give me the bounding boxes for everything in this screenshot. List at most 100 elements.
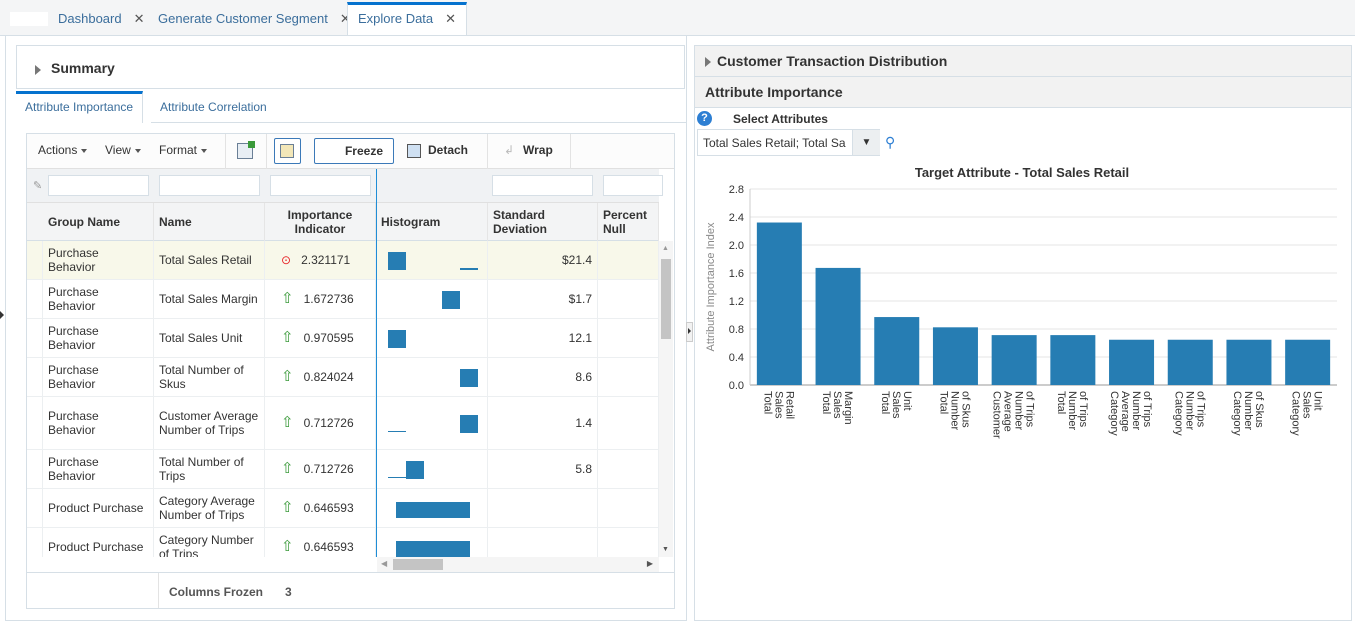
group-name-cell: Product Purchase	[43, 528, 154, 557]
table-row[interactable]: Product Purchase Category Average Number …	[27, 489, 659, 528]
table-row[interactable]: Product Purchase Category Number of Trips…	[27, 528, 659, 557]
column-header-group-name[interactable]: Group Name	[43, 203, 154, 241]
view-menu[interactable]: View	[105, 143, 141, 157]
tab-attribute-importance[interactable]: Attribute Importance	[16, 91, 144, 123]
clear-filter-icon[interactable]: ✎	[33, 180, 43, 192]
filter-percent-null-input[interactable]	[603, 175, 663, 196]
actions-menu[interactable]: Actions	[38, 143, 88, 157]
x-tick-label-line: Total	[1055, 391, 1067, 414]
table-row[interactable]: Purchase Behavior Total Sales Unit ⇧ 0.9705…	[27, 319, 659, 358]
column-header-std-dev[interactable]: Standard Deviation	[488, 203, 598, 241]
format-menu[interactable]: Format	[159, 143, 208, 157]
x-tick-label-line: Number	[1130, 391, 1142, 430]
help-icon[interactable]: ?	[697, 111, 712, 126]
histogram-cell	[376, 319, 488, 357]
x-tick-label-line: Total	[879, 391, 891, 414]
summary-section[interactable]: Summary	[16, 45, 685, 89]
importance-value: 1.672736	[303, 292, 354, 306]
bar	[991, 335, 1037, 385]
group-name-cell: Purchase Behavior	[43, 397, 154, 449]
bar	[1226, 339, 1272, 385]
row-gutter[interactable]	[27, 450, 43, 488]
column-header-histogram[interactable]: Histogram	[376, 203, 488, 241]
row-gutter[interactable]	[27, 241, 43, 279]
x-tick-label-line: Number	[1183, 391, 1195, 430]
x-tick-label-line: of Skus	[1253, 391, 1265, 428]
table-toolbar: Actions View Format Freeze Detach ↲ Wrap	[27, 134, 674, 169]
filter-group-name-input[interactable]	[48, 175, 149, 196]
columns-frozen-value: 3	[285, 585, 292, 599]
x-tick-label-line: of Trips	[1194, 391, 1206, 428]
percent-null-cell	[598, 280, 659, 318]
importance-value: 0.970595	[303, 331, 354, 345]
section-title: Customer Transaction Distribution	[717, 53, 948, 69]
table-row[interactable]: Purchase Behavior Customer Average Number…	[27, 397, 659, 450]
scroll-thumb[interactable]	[393, 559, 443, 570]
wrap-button[interactable]: Wrap	[523, 143, 553, 157]
expand-triangle-icon[interactable]	[35, 64, 41, 75]
arrow-up-icon: ⇧	[281, 368, 294, 385]
scroll-thumb[interactable]	[661, 259, 671, 339]
search-icon[interactable]: ⚲	[885, 134, 896, 150]
importance-cell: ⇧ 0.712726	[265, 450, 376, 488]
logo-placeholder	[10, 12, 48, 26]
select-attributes-dropdown[interactable]: Total Sales Retail; Total Sa ▼	[697, 129, 880, 156]
std-dev-cell	[488, 489, 598, 527]
row-gutter[interactable]	[27, 319, 43, 357]
table-row[interactable]: Purchase Behavior Total Sales Margin ⇧ 1.67…	[27, 280, 659, 319]
row-gutter[interactable]	[27, 358, 43, 396]
name-cell: Total Number of Skus	[154, 358, 265, 396]
x-tick-label-line: Number	[1066, 391, 1078, 430]
chart-title: Target Attribute - Total Sales Retail	[915, 165, 1129, 180]
filter-name-input[interactable]	[159, 175, 260, 196]
y-tick-label: 2.0	[729, 240, 744, 252]
histogram-bar	[388, 476, 406, 479]
x-tick-label-line: Sales	[831, 391, 843, 419]
column-header-importance[interactable]: Importance Indicator	[265, 203, 376, 241]
close-icon[interactable]: ✕	[445, 11, 457, 26]
splitter-handle[interactable]	[686, 322, 693, 342]
histogram-cell	[376, 280, 488, 318]
table-row[interactable]: Purchase Behavior Total Number of Trips ⇧ 0…	[27, 450, 659, 489]
tab-label: Dashboard	[58, 11, 122, 26]
importance-value: 2.321171	[301, 253, 351, 267]
x-tick-label-line: Number	[1013, 391, 1025, 430]
bar	[1050, 335, 1096, 385]
row-gutter[interactable]	[27, 528, 43, 557]
close-icon[interactable]: ✕	[339, 11, 351, 26]
filter-icon	[280, 144, 294, 158]
freeze-button[interactable]: Freeze	[314, 138, 394, 164]
table-row[interactable]: Purchase Behavior Total Sales Retail ⊙ 2.32…	[27, 241, 659, 280]
filter-std-input[interactable]	[492, 175, 593, 196]
detach-button[interactable]: Detach	[428, 143, 469, 157]
arrow-up-icon: ⇧	[281, 329, 294, 346]
dropdown-arrow-icon[interactable]: ▼	[852, 130, 880, 155]
group-name-cell: Purchase Behavior	[43, 319, 154, 357]
vertical-scrollbar[interactable]: ▲ ▼	[659, 241, 673, 557]
row-gutter[interactable]	[27, 280, 43, 318]
x-tick-label-line: Sales	[1301, 391, 1313, 419]
table-row[interactable]: Purchase Behavior Total Number of Skus ⇧ 0.…	[27, 358, 659, 397]
percent-null-cell	[598, 489, 659, 527]
expand-triangle-icon[interactable]	[705, 57, 711, 68]
attribute-importance-chart: Target Attribute - Total Sales Retail 0.0…	[705, 165, 1337, 439]
filter-importance-input[interactable]	[270, 175, 371, 196]
customer-transaction-distribution-header[interactable]: Customer Transaction Distribution	[695, 46, 1351, 77]
tab-attribute-correlation[interactable]: Attribute Correlation	[160, 100, 267, 114]
x-tick-label-line: Retail	[783, 391, 795, 419]
histogram-bar	[388, 430, 406, 433]
name-cell: Total Number of Trips	[154, 450, 265, 488]
row-gutter[interactable]	[27, 397, 43, 449]
query-by-example-button[interactable]	[274, 138, 301, 164]
tab-explore-data[interactable]: Explore Data ✕	[347, 2, 468, 35]
close-icon[interactable]: ✕	[133, 11, 145, 26]
row-gutter[interactable]	[27, 489, 43, 527]
expand-left-icon[interactable]	[0, 311, 4, 319]
tab-generate-customer-segment[interactable]: Generate Customer Segment ✕	[148, 4, 361, 36]
column-header-percent-null[interactable]: Percent Null	[598, 203, 659, 241]
horizontal-scrollbar[interactable]: ◀ ▶	[377, 557, 659, 572]
actions-label: Actions	[38, 143, 78, 157]
export-excel-icon[interactable]	[237, 141, 255, 159]
column-header-name[interactable]: Name	[154, 203, 265, 241]
tab-dashboard[interactable]: Dashboard ✕	[48, 4, 155, 36]
